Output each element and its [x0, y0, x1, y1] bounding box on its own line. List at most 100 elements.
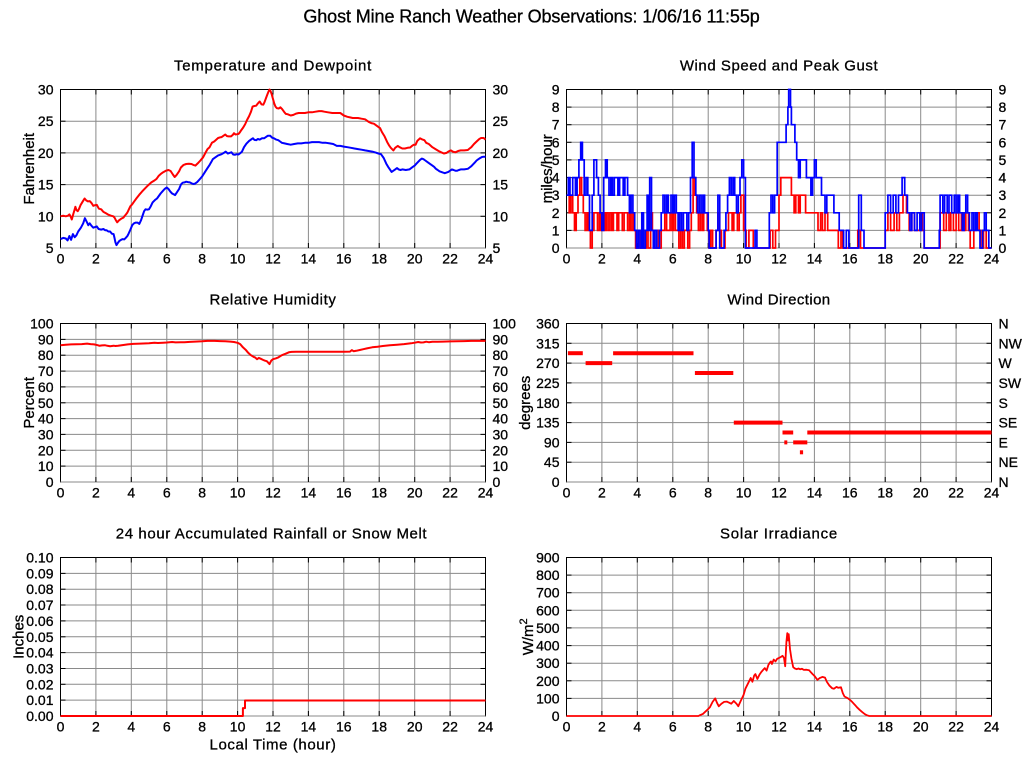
svg-text:10: 10: [493, 208, 509, 224]
svg-text:0.10: 0.10: [26, 550, 53, 566]
svg-text:8: 8: [198, 719, 206, 735]
svg-text:0.00: 0.00: [26, 708, 53, 724]
svg-text:NW: NW: [999, 335, 1023, 351]
svg-text:900: 900: [536, 550, 560, 566]
svg-text:14: 14: [807, 251, 823, 267]
svg-text:10: 10: [230, 719, 246, 735]
svg-text:5: 5: [493, 240, 501, 256]
svg-text:270: 270: [536, 355, 560, 371]
svg-text:22: 22: [442, 485, 458, 501]
svg-text:12: 12: [771, 251, 787, 267]
svg-text:70: 70: [493, 363, 509, 379]
svg-text:14: 14: [301, 251, 317, 267]
svg-text:0.09: 0.09: [26, 565, 53, 581]
svg-text:4: 4: [999, 170, 1007, 186]
svg-text:12: 12: [265, 485, 281, 501]
svg-text:Fahrenheit: Fahrenheit: [21, 132, 38, 205]
svg-text:6: 6: [669, 485, 677, 501]
svg-text:30: 30: [493, 426, 509, 442]
svg-text:S: S: [999, 395, 1008, 411]
svg-text:W: W: [999, 355, 1013, 371]
svg-text:4: 4: [127, 719, 135, 735]
svg-text:2: 2: [552, 205, 560, 221]
svg-text:8: 8: [552, 99, 560, 115]
svg-text:40: 40: [38, 411, 54, 427]
svg-text:0: 0: [563, 485, 571, 501]
svg-text:60: 60: [38, 379, 54, 395]
svg-text:50: 50: [38, 395, 54, 411]
svg-text:Wind Direction: Wind Direction: [727, 292, 830, 309]
svg-text:14: 14: [301, 719, 317, 735]
svg-text:12: 12: [265, 251, 281, 267]
svg-text:2: 2: [598, 485, 606, 501]
svg-text:20: 20: [38, 442, 54, 458]
svg-text:14: 14: [807, 719, 823, 735]
svg-text:18: 18: [371, 485, 387, 501]
svg-text:16: 16: [336, 485, 352, 501]
svg-text:0.01: 0.01: [26, 692, 53, 708]
svg-text:0.07: 0.07: [26, 597, 53, 613]
svg-text:Solar Irradiance: Solar Irradiance: [720, 526, 838, 543]
svg-text:100: 100: [30, 316, 54, 332]
svg-text:6: 6: [669, 251, 677, 267]
svg-text:25: 25: [38, 113, 54, 129]
svg-text:315: 315: [536, 335, 560, 351]
svg-text:80: 80: [493, 347, 509, 363]
svg-text:20: 20: [38, 145, 54, 161]
svg-text:miles/hour: miles/hour: [539, 134, 556, 203]
svg-text:45: 45: [544, 454, 560, 470]
svg-text:180: 180: [536, 395, 560, 411]
svg-text:10: 10: [230, 485, 246, 501]
svg-text:1: 1: [552, 222, 560, 238]
svg-text:16: 16: [842, 485, 858, 501]
svg-text:18: 18: [877, 485, 893, 501]
svg-text:100: 100: [493, 316, 517, 332]
svg-text:90: 90: [38, 331, 54, 347]
svg-text:200: 200: [536, 673, 560, 689]
svg-text:16: 16: [842, 251, 858, 267]
svg-text:14: 14: [301, 485, 317, 501]
svg-text:0: 0: [552, 240, 560, 256]
svg-text:Percent: Percent: [21, 376, 38, 429]
svg-text:500: 500: [536, 620, 560, 636]
svg-text:6: 6: [163, 719, 171, 735]
svg-text:4: 4: [127, 485, 135, 501]
svg-text:W/m2: W/m2: [518, 618, 537, 655]
svg-text:2: 2: [92, 485, 100, 501]
svg-text:8: 8: [704, 251, 712, 267]
svg-text:0: 0: [563, 251, 571, 267]
svg-text:24: 24: [984, 485, 1000, 501]
svg-text:0: 0: [57, 719, 65, 735]
svg-text:10: 10: [38, 208, 54, 224]
svg-text:24: 24: [984, 251, 1000, 267]
svg-text:5: 5: [46, 240, 54, 256]
svg-text:5: 5: [999, 152, 1007, 168]
svg-text:100: 100: [536, 690, 560, 706]
svg-text:0: 0: [57, 251, 65, 267]
svg-text:6: 6: [163, 251, 171, 267]
svg-text:9: 9: [999, 82, 1007, 98]
svg-text:6: 6: [163, 485, 171, 501]
svg-text:5: 5: [552, 152, 560, 168]
svg-text:22: 22: [948, 719, 964, 735]
svg-text:10: 10: [736, 485, 752, 501]
svg-text:7: 7: [552, 117, 560, 133]
svg-text:8: 8: [704, 719, 712, 735]
svg-text:2: 2: [598, 251, 606, 267]
svg-text:25: 25: [493, 113, 509, 129]
svg-text:0: 0: [999, 240, 1007, 256]
svg-text:10: 10: [230, 251, 246, 267]
svg-text:12: 12: [771, 485, 787, 501]
svg-text:0.02: 0.02: [26, 676, 53, 692]
svg-text:90: 90: [544, 434, 560, 450]
svg-text:50: 50: [493, 395, 509, 411]
svg-text:30: 30: [38, 426, 54, 442]
svg-text:Relative Humidity: Relative Humidity: [210, 292, 337, 309]
svg-text:degrees: degrees: [517, 376, 534, 430]
svg-text:0: 0: [493, 474, 501, 490]
svg-text:22: 22: [442, 251, 458, 267]
svg-text:15: 15: [493, 177, 509, 193]
svg-text:0.08: 0.08: [26, 581, 53, 597]
svg-text:80: 80: [38, 347, 54, 363]
svg-text:4: 4: [633, 719, 641, 735]
